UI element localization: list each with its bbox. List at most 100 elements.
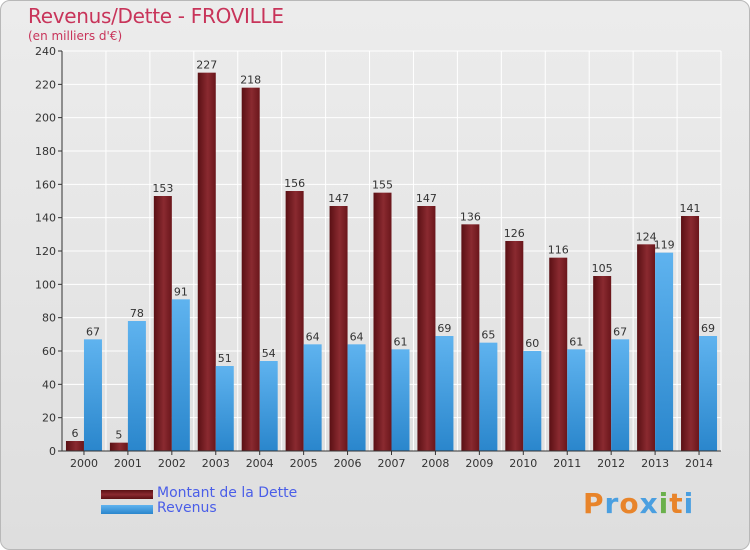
bar-dette [549,257,568,451]
x-tick-label: 2010 [509,457,537,470]
bar-dette [593,276,612,451]
data-label-revenus: 64 [350,330,364,343]
bar-dette [417,206,436,451]
logo-letter: i [658,487,670,520]
data-label-revenus: 51 [218,352,232,365]
bar-revenus [171,299,190,451]
bar-dette [197,72,216,452]
logo-letter: x [639,487,659,520]
data-label-revenus: 91 [174,285,188,298]
x-tick-label: 2006 [334,457,362,470]
data-label-revenus: 60 [525,337,539,350]
bar-dette [681,216,700,451]
data-label-revenus: 67 [86,325,100,338]
bar-dette [241,87,260,452]
y-tick-label: 20 [42,412,56,425]
x-tick-label: 2004 [246,457,274,470]
bar-revenus [479,342,498,451]
logo-letter: t [669,487,684,520]
bars-layer [65,72,718,452]
data-label-dette: 126 [504,227,525,240]
logo-letter: r [604,487,620,520]
data-label-dette: 218 [240,74,261,87]
bar-dette [153,196,172,451]
data-label-revenus: 67 [613,325,627,338]
bar-revenus [655,252,674,451]
x-tick-label: 2013 [641,457,669,470]
y-tick-label: 200 [35,112,56,125]
logo-letter: o [619,487,640,520]
y-tick-label: 0 [49,445,56,458]
bar-revenus [391,349,410,451]
data-label-dette: 105 [592,262,613,275]
axis-layer: 0 20 40 60 80 100 120 140 160 180 200 220 240 2000 200… [35,45,721,470]
bar-dette [109,442,128,451]
data-label-dette: 156 [284,177,305,190]
x-tick-label: 2014 [685,457,713,470]
bar-revenus [347,344,366,451]
data-label-revenus: 78 [130,307,144,320]
data-label-dette: 136 [460,210,481,223]
data-label-revenus: 69 [701,322,715,335]
chart-subtitle: (en milliers d'€) [28,29,123,43]
x-tick-label: 2002 [158,457,186,470]
data-label-revenus: 54 [262,347,276,360]
x-tick-label: 2011 [553,457,581,470]
bar-dette [373,192,392,451]
x-tick-label: 2001 [114,457,142,470]
y-tick-label: 60 [42,345,56,358]
bar-revenus [127,321,146,451]
x-tick-label: 2007 [378,457,406,470]
bar-revenus [699,336,718,451]
data-label-revenus: 69 [437,322,451,335]
data-label-dette: 116 [548,244,569,257]
data-label-revenus: 61 [394,335,408,348]
data-label-dette: 141 [680,202,701,215]
labels-layer: 6 67 5 78 153 91 227 51 218 54 156 64 147 64 155 61 147 6… [71,59,715,442]
bar-revenus [259,361,278,451]
bar-dette [65,441,84,451]
bar-revenus [83,339,102,451]
data-label-dette: 124 [636,230,657,243]
bar-dette [505,241,524,451]
x-tick-label: 2005 [290,457,318,470]
bar-dette [329,206,348,451]
bar-revenus [611,339,630,451]
logo-letter: P [583,487,605,520]
legend-label-revenus: Revenus [157,500,217,516]
x-tick-label: 2000 [70,457,98,470]
data-label-revenus: 65 [481,329,495,342]
bar-revenus [523,351,542,451]
data-label-dette: 227 [196,59,217,72]
x-tick-label: 2012 [597,457,625,470]
data-label-dette: 5 [115,429,122,442]
legend-label-dette: Montant de la Dette [157,485,298,501]
legend-swatch-dette [101,490,153,499]
bar-revenus [567,349,586,451]
y-tick-label: 180 [35,145,56,158]
proxiti-logo: Proxiti [583,487,694,520]
bar-dette [637,244,656,451]
data-label-dette: 155 [372,179,393,192]
bar-dette [285,191,304,451]
x-tick-label: 2009 [465,457,493,470]
bar-revenus [215,366,234,451]
legend-swatch-revenus [101,505,153,514]
bar-revenus [435,336,454,451]
y-tick-label: 140 [35,212,56,225]
y-tick-label: 160 [35,178,56,191]
data-label-revenus: 61 [569,335,583,348]
y-tick-label: 40 [42,378,56,391]
data-label-dette: 147 [416,192,437,205]
bar-revenus [303,344,322,451]
data-label-dette: 147 [328,192,349,205]
chart-title: Revenus/Dette - FROVILLE [28,4,284,28]
bar-dette [461,224,480,451]
logo-letter: i [683,487,695,520]
y-tick-label: 120 [35,245,56,258]
y-tick-label: 220 [35,78,56,91]
y-tick-label: 80 [42,312,56,325]
y-tick-label: 100 [35,278,56,291]
